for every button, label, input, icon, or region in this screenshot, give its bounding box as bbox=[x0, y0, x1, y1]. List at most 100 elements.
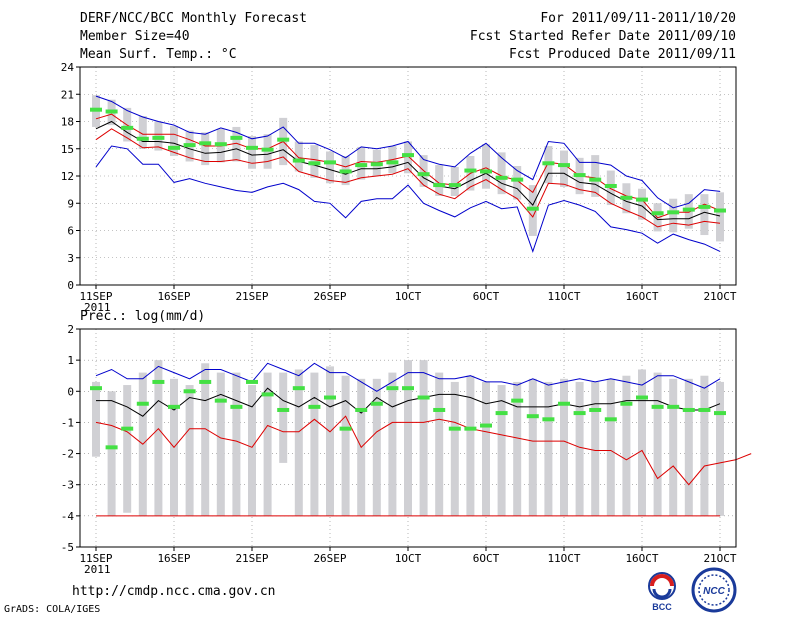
bcc-logo-text: BCC bbox=[652, 602, 672, 612]
panel2-median-mark bbox=[682, 407, 695, 412]
panel2-ytick-label: -5 bbox=[61, 541, 74, 554]
panel2-xtick-label: 16SEP bbox=[157, 552, 190, 565]
panel1-median-mark bbox=[542, 161, 555, 166]
panel2-box-bar bbox=[279, 372, 288, 463]
panel2-median-mark bbox=[433, 407, 446, 412]
panel2-box-bar bbox=[123, 385, 132, 513]
forecast-period-label: For 2011/09/11-2011/10/20 bbox=[540, 11, 736, 26]
grads-credit: GrADS: COLA/IGES bbox=[4, 604, 101, 615]
panel2-median-mark bbox=[308, 404, 321, 409]
panel1-median-mark bbox=[573, 173, 586, 178]
panel1-box-bar bbox=[138, 116, 147, 149]
panel2-median-mark bbox=[183, 389, 196, 394]
panel2-box-bar bbox=[310, 372, 319, 516]
panel1-xtick-label: 11OCT bbox=[547, 290, 580, 303]
panel1-ytick-label: 15 bbox=[61, 143, 74, 156]
variable-label: Mean Surf. Temp.: °C bbox=[80, 47, 237, 62]
panel2-median-mark bbox=[495, 411, 508, 416]
panel2-ytick-label: 2 bbox=[67, 323, 74, 336]
panel2-box-bar bbox=[669, 378, 678, 516]
panel2-box-bar bbox=[185, 385, 194, 516]
panel2-median-mark bbox=[339, 426, 352, 431]
panel1-box-bar bbox=[248, 136, 256, 169]
panel2-title: Prec.: log(mm/d) bbox=[80, 309, 205, 324]
panel1-xtick-label: 21OCT bbox=[703, 290, 736, 303]
panel2-median-mark bbox=[214, 398, 227, 403]
panel1-box-bar bbox=[294, 141, 303, 172]
panel1-ytick-label: 0 bbox=[67, 279, 74, 292]
panel2-median-mark bbox=[230, 404, 243, 409]
panel2-ytick-label: -3 bbox=[61, 479, 74, 492]
panel1-ytick-label: 3 bbox=[67, 252, 74, 265]
panel1-median-mark bbox=[620, 195, 633, 200]
panel1-median-mark bbox=[589, 177, 602, 182]
panel1-median-mark bbox=[558, 163, 570, 168]
panel2-median-mark bbox=[542, 417, 555, 422]
panel2-median-mark bbox=[277, 407, 290, 412]
panel2-line-lower bbox=[95, 415, 752, 486]
bcc-logo: BCC bbox=[648, 572, 676, 612]
panel2-xtick-label: 16OCT bbox=[625, 552, 658, 565]
ncc-logo: NCC bbox=[691, 567, 737, 613]
panel2-box-bar bbox=[513, 381, 522, 516]
panel2-box-bar bbox=[232, 372, 241, 516]
panel2-xtick-label: 21SEP bbox=[235, 552, 268, 565]
panel2-box-bar bbox=[248, 385, 256, 516]
panel1-xtick-label: 1OCT bbox=[395, 290, 422, 303]
panel2-year-label: 2011 bbox=[84, 563, 111, 576]
panel2-median-mark bbox=[168, 404, 180, 409]
panel2-box-bar bbox=[700, 375, 709, 516]
produced-date-label: Fcst Produced Date 2011/09/11 bbox=[509, 47, 736, 62]
panel1-xtick-label: 16SEP bbox=[157, 290, 190, 303]
panel2-xtick-label: 26SEP bbox=[313, 552, 346, 565]
panel1-median-mark bbox=[277, 137, 290, 142]
member-size-label: Member Size=40 bbox=[80, 29, 190, 44]
panel1-box-bar bbox=[326, 151, 334, 184]
panel2-box-bar bbox=[653, 372, 662, 516]
panel2-median-mark bbox=[480, 423, 492, 428]
panel1-median-mark bbox=[168, 145, 180, 150]
panel2-median-mark bbox=[604, 417, 617, 422]
footer-url[interactable]: http://cmdp.ncc.cma.gov.cn bbox=[72, 584, 276, 599]
panel2-box-bar bbox=[404, 360, 412, 516]
panel2-box-bar bbox=[716, 381, 724, 516]
panel1-median-mark bbox=[386, 160, 399, 165]
panel1-box-bar bbox=[201, 132, 210, 166]
panel1-median-mark bbox=[636, 197, 648, 202]
panel2-median-mark bbox=[370, 401, 383, 406]
panel1-median-mark bbox=[448, 183, 461, 188]
panel1-median-mark bbox=[230, 135, 243, 140]
panel1-xtick-label: 16OCT bbox=[625, 290, 658, 303]
panel1-box-bar bbox=[591, 155, 600, 197]
panel1-box-bar bbox=[669, 198, 678, 233]
panel2-xtick-label: 1OCT bbox=[395, 552, 422, 565]
panel2-ytick-label: -2 bbox=[61, 448, 74, 461]
panel1-median-mark bbox=[698, 204, 711, 209]
panel1-median-mark bbox=[511, 177, 524, 182]
panel2-median-mark bbox=[620, 401, 633, 406]
panel2-median-mark bbox=[121, 426, 134, 431]
panel2-box-bar bbox=[107, 391, 116, 516]
panel1-median-mark bbox=[480, 169, 492, 174]
panel2-box-bar bbox=[544, 381, 553, 516]
panel2-median-mark bbox=[714, 411, 726, 416]
panel2-median-mark bbox=[136, 401, 149, 406]
panel2-median-mark bbox=[386, 386, 399, 391]
panel1-ytick-label: 24 bbox=[61, 61, 75, 74]
panel2-median-mark bbox=[355, 407, 368, 412]
panel2-box-bar bbox=[294, 369, 303, 516]
panel2-box-bar bbox=[341, 375, 350, 516]
panel2-median-mark bbox=[90, 386, 102, 391]
panel1-median-mark bbox=[355, 163, 368, 168]
panel1-box-bar bbox=[638, 188, 646, 220]
panel2-box-bar bbox=[466, 375, 475, 516]
panel2-median-mark bbox=[573, 411, 586, 416]
panel2-box-bar bbox=[216, 372, 225, 516]
panel2-group: -5 -4 -3 -2 -1 0 1 2 11SEP 16SEP 21SEP 26SEP 1OCT 6OC… bbox=[61, 309, 752, 576]
panel2-median-mark bbox=[402, 386, 414, 391]
panel2-ytick-label: 1 bbox=[67, 354, 74, 367]
panel2-median-mark bbox=[511, 398, 524, 403]
panel1-xtick-label: 11SEP bbox=[79, 290, 112, 303]
panel2-box-bar bbox=[684, 378, 693, 516]
